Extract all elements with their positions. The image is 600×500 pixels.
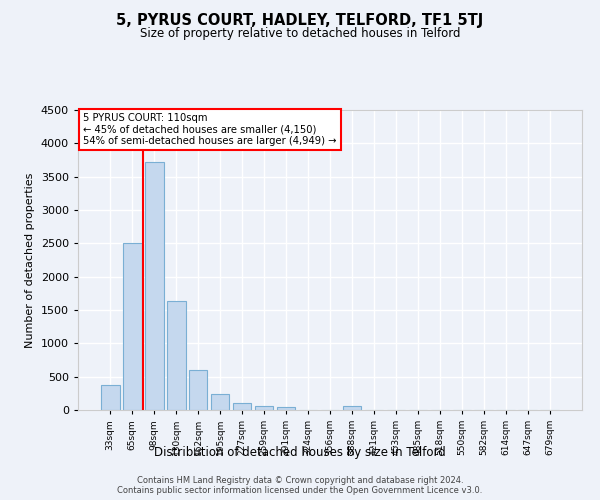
Y-axis label: Number of detached properties: Number of detached properties: [25, 172, 35, 348]
Bar: [211, 394, 229, 410]
Text: 5 PYRUS COURT: 110sqm
← 45% of detached houses are smaller (4,150)
54% of semi-d: 5 PYRUS COURT: 110sqm ← 45% of detached …: [83, 113, 337, 146]
Bar: [233, 404, 251, 410]
Bar: [189, 370, 208, 410]
Text: Contains HM Land Registry data © Crown copyright and database right 2024.: Contains HM Land Registry data © Crown c…: [137, 476, 463, 485]
Bar: [343, 406, 361, 410]
Text: Distribution of detached houses by size in Telford: Distribution of detached houses by size …: [154, 446, 446, 459]
Text: Contains public sector information licensed under the Open Government Licence v3: Contains public sector information licen…: [118, 486, 482, 495]
Bar: [255, 406, 274, 410]
Bar: [145, 162, 164, 410]
Text: Size of property relative to detached houses in Telford: Size of property relative to detached ho…: [140, 28, 460, 40]
Bar: [101, 384, 119, 410]
Bar: [277, 406, 295, 410]
Bar: [123, 244, 142, 410]
Bar: [167, 300, 185, 410]
Text: 5, PYRUS COURT, HADLEY, TELFORD, TF1 5TJ: 5, PYRUS COURT, HADLEY, TELFORD, TF1 5TJ: [116, 12, 484, 28]
